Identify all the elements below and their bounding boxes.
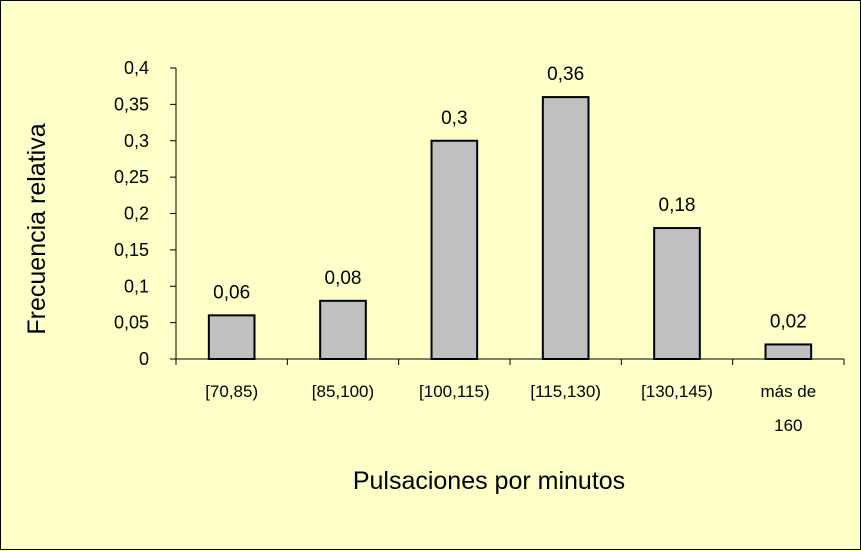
data-label: 0,18	[659, 195, 696, 216]
x-axis: [70,85) [85,100) [100,115) [115,130) [130,14…	[175, 358, 845, 435]
y-tick-label: 0	[139, 349, 149, 369]
data-label: 0,02	[770, 311, 807, 332]
y-tick-label: 0,3	[124, 131, 149, 151]
y-tick-label: 0,1	[124, 276, 149, 296]
data-label: 0,36	[547, 64, 584, 85]
x-tick-label: [130,145)	[641, 382, 713, 401]
y-tick-label: 0,15	[114, 240, 149, 260]
x-tick-label: 160	[774, 416, 802, 435]
bar	[653, 227, 701, 360]
y-tick-label: 0,4	[124, 58, 149, 78]
data-label: 0,3	[441, 108, 467, 129]
y-tick-label: 0,05	[114, 313, 149, 333]
x-tick-label: [70,85)	[205, 382, 258, 401]
bars	[207, 96, 813, 361]
x-axis-title: Pulsaciones por minutos	[353, 467, 625, 495]
x-tick-label: [115,130)	[530, 382, 601, 401]
bar	[207, 314, 256, 361]
x-tick-label: más de	[760, 382, 816, 401]
data-label: 0,08	[325, 268, 362, 289]
bar	[541, 96, 590, 360]
x-tick-label: [85,100)	[312, 382, 374, 401]
bar	[319, 299, 367, 360]
y-tick-label: 0,25	[114, 167, 149, 187]
bar	[430, 139, 479, 360]
y-tick-label: 0,2	[124, 204, 149, 224]
y-axis-title: Frecuencia relativa	[23, 123, 51, 334]
y-tick-label: 0,35	[114, 94, 149, 114]
bar	[764, 343, 813, 361]
data-label: 0,06	[213, 282, 250, 303]
x-tick-label: [100,115)	[419, 382, 490, 401]
y-axis: 0 0,05 0,1 0,15 0,2 0,25 0,3 0,35 0,4	[114, 58, 177, 369]
data-labels: 0,06 0,08 0,3 0,36 0,18 0,02	[213, 64, 807, 332]
